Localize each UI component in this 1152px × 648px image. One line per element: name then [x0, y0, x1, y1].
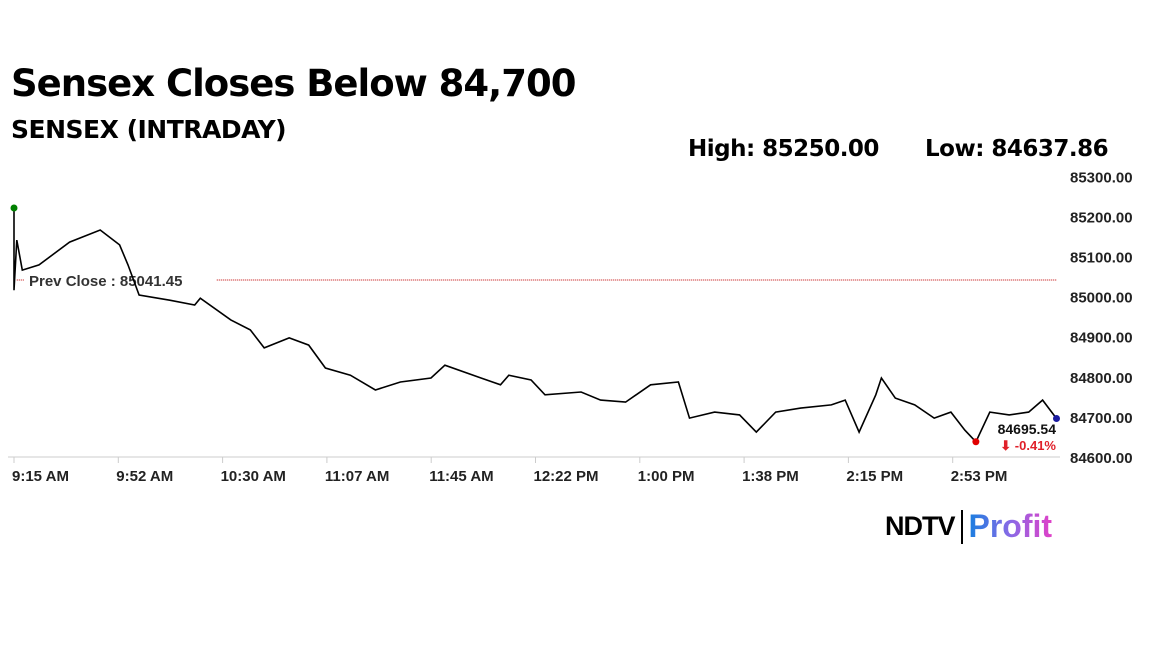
y-tick-label: 84600.00: [1070, 450, 1133, 467]
price-line: [13, 208, 1058, 444]
x-tick-label: 11:45 AM: [429, 468, 493, 485]
open-high-marker: [10, 204, 18, 212]
low-label: Low: 84637.86: [925, 136, 1109, 162]
last-value-label: 84695.54: [998, 421, 1057, 437]
last-marker: [1053, 415, 1060, 423]
y-tick-label: 85300.00: [1070, 169, 1133, 186]
x-tick-label: 10:30 AM: [221, 468, 286, 485]
ndtv-profit-logo: NDTV Profit: [885, 508, 1052, 545]
y-tick-label: 84900.00: [1070, 330, 1133, 347]
x-tick-label: 2:53 PM: [951, 468, 1008, 485]
high-label: High: 85250.00: [688, 136, 879, 162]
low-marker: [972, 438, 980, 446]
x-tick-label: 11:07 AM: [325, 468, 389, 485]
logo-ndtv: NDTV: [885, 511, 955, 541]
x-tick-label: 9:15 AM: [12, 468, 69, 485]
x-tick-label: 1:00 PM: [638, 468, 695, 485]
y-tick-label: 85000.00: [1070, 290, 1133, 307]
change-percent-label: ⬇ -0.41%: [1000, 438, 1056, 453]
y-tick-label: 84800.00: [1070, 370, 1133, 387]
x-tick-label: 9:52 AM: [116, 468, 173, 485]
x-tick-label: 2:15 PM: [846, 468, 903, 485]
x-tick-label: 12:22 PM: [534, 468, 599, 485]
prev-close-label: Prev Close : 85041.45: [29, 273, 182, 290]
y-tick-label: 85100.00: [1070, 250, 1133, 267]
y-tick-label: 85200.00: [1070, 209, 1133, 226]
logo-divider: [960, 509, 963, 544]
prev-close-label-bg: [24, 269, 216, 290]
logo-profit: Profit: [968, 508, 1053, 544]
chart-subtitle: SENSEX (INTRADAY): [11, 115, 287, 144]
y-tick-label: 84700.00: [1070, 410, 1133, 427]
x-tick-label: 1:38 PM: [742, 468, 799, 485]
headline: Sensex Closes Below 84,700: [11, 62, 576, 105]
